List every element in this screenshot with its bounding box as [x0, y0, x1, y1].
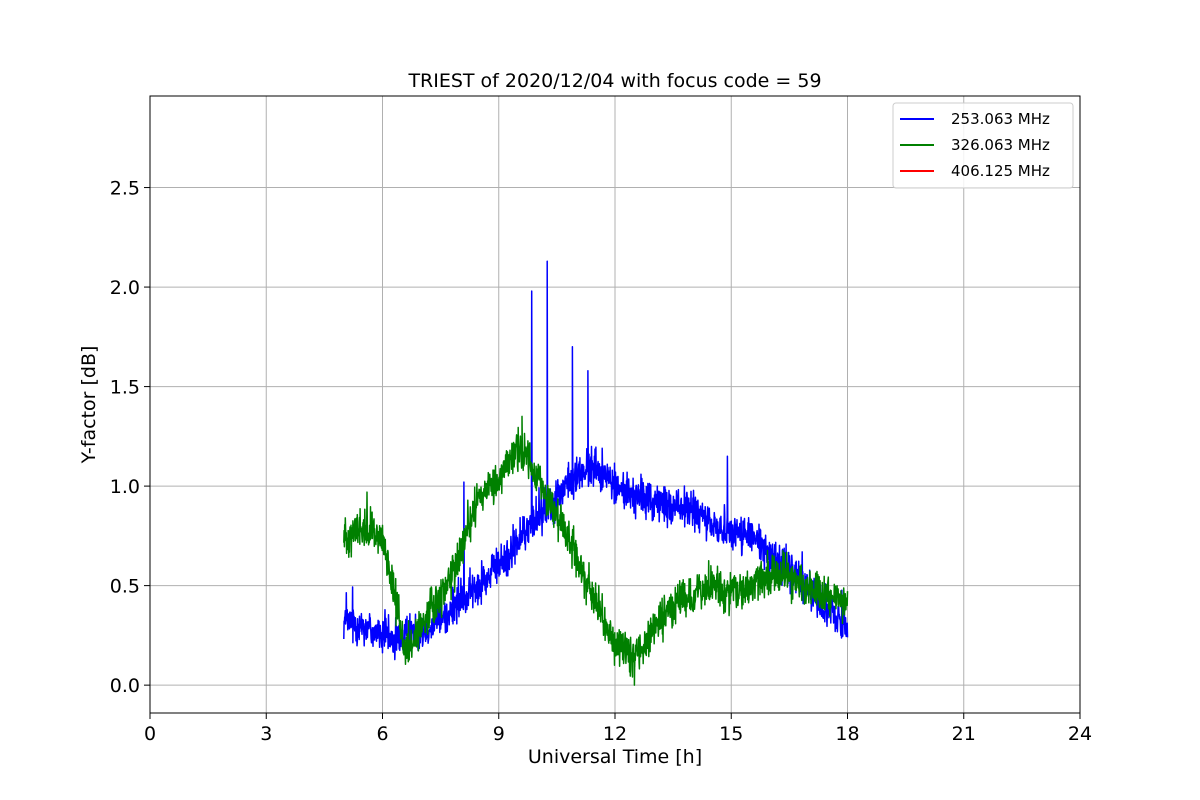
legend-label: 406.125 MHz: [951, 162, 1050, 180]
series-line: [343, 260, 849, 661]
x-axis-label: Universal Time [h]: [528, 746, 702, 768]
y-tick-label: 2.0: [110, 277, 140, 299]
legend: 253.063 MHz 326.063 MHz 406.125 MHz: [892, 102, 1074, 189]
legend-box: [892, 102, 1074, 189]
series-layer: [343, 260, 849, 686]
y-tick-label: 1.0: [110, 476, 140, 498]
x-tick-label: 6: [376, 723, 388, 745]
x-tick-label: 21: [952, 723, 976, 745]
x-tick-label: 3: [260, 723, 272, 745]
x-tick-label: 12: [603, 723, 627, 745]
series-line: [343, 415, 849, 686]
ticks: 0 3 6 9 12 15 18 21 24 0.0 0.5 1.0 1.5 2.0 2.5: [110, 178, 1092, 745]
y-tick-label: 0.5: [110, 576, 140, 598]
x-tick-label: 9: [493, 723, 505, 745]
y-tick-label: 0.0: [110, 675, 140, 697]
chart-title: TRIEST of 2020/12/04 with focus code = 5…: [407, 70, 821, 92]
legend-label: 326.063 MHz: [951, 136, 1050, 154]
x-tick-label: 18: [835, 723, 859, 745]
y-tick-label: 2.5: [110, 178, 140, 200]
x-tick-label: 24: [1068, 723, 1092, 745]
x-tick-label: 15: [719, 723, 743, 745]
y-axis-label: Y-factor [dB]: [78, 346, 100, 465]
legend-label: 253.063 MHz: [951, 110, 1050, 128]
y-tick-label: 1.5: [110, 377, 140, 399]
x-tick-label: 0: [144, 723, 156, 745]
